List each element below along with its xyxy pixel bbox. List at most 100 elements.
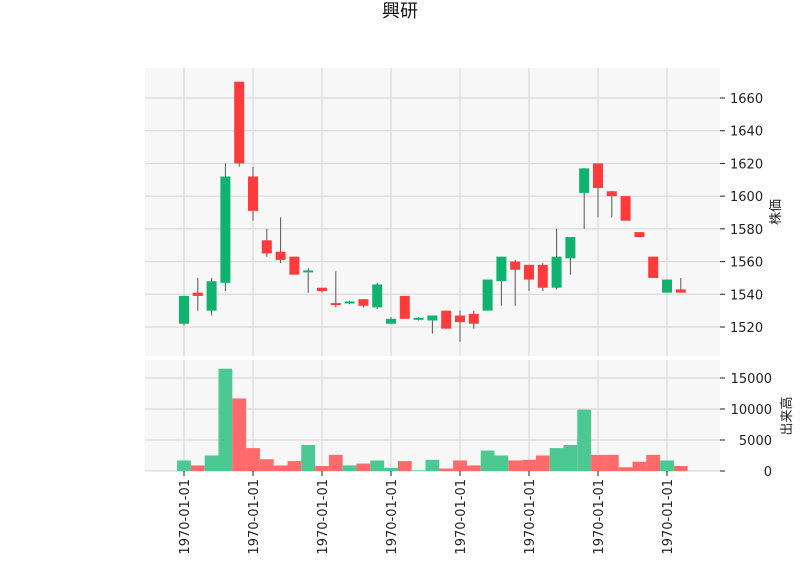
candle-body [648,256,659,278]
candle-body [606,191,617,197]
volume-bar [673,466,688,471]
volume-bar [494,455,509,471]
candle-body [620,196,631,221]
candle-body [275,251,286,260]
candle-body [234,81,245,164]
volume-bar [411,470,426,471]
volume-bar [218,368,233,471]
volume-bar [384,467,398,471]
candle-body [675,289,686,293]
candle-body [593,163,603,188]
date-axis-ticks: 1970-01-01 1970-01-01 1970-01-01 1970-01-01… [178,471,676,555]
volume-bar [301,444,316,471]
candle-body [579,168,590,193]
volume-bar [480,450,495,471]
candle-body [248,176,258,211]
candle-body [565,237,576,259]
price-axis-label: 株価 [769,199,784,225]
candle-body [261,240,272,254]
candle-body [330,303,341,306]
candle-body [344,301,355,304]
date-tick-label: 1970-01-01 [247,479,262,555]
volume-bar [439,468,454,471]
volume-tick-label: 5000 [739,434,772,449]
price-axis-ticks: 1520 1540 1560 1580 1600 1620 1640 1660 [720,92,763,336]
date-tick-label: 1970-01-01 [454,479,469,555]
volume-bar [190,465,205,471]
price-tick-label: 1580 [730,223,763,238]
volume-bars [177,368,688,471]
chart-title: 興研 [382,1,418,22]
volume-bar [646,454,661,471]
volume-bar [577,409,592,471]
price-tick-label: 1560 [730,256,763,271]
candle-body [524,264,534,280]
volume-bar [604,454,619,471]
candle-body [441,310,452,329]
date-tick-label: 1970-01-01 [178,479,193,555]
volume-bar [328,454,343,471]
volume-bar [273,465,288,471]
candle-body [662,279,672,293]
volume-bar [315,466,329,471]
volume-axis-ticks: 0 5000 10000 15000 [720,372,772,480]
candle-body [386,318,396,324]
candle-body [289,256,300,275]
candle-body [551,256,562,288]
volume-axis-label: 出来高 [779,396,795,435]
price-tick-label: 1640 [730,125,763,140]
volume-bar [563,444,578,471]
volume-bar [549,448,564,471]
candle-body [468,313,479,324]
candle-body [220,176,231,283]
candle-body [482,279,493,311]
candle-body [427,315,438,321]
date-tick-label: 1970-01-01 [523,479,538,555]
candle-body [634,232,645,238]
volume-bar [177,460,191,471]
price-tick-label: 1660 [730,92,763,107]
volume-bar [342,465,357,471]
date-tick-label: 1970-01-01 [316,479,331,555]
price-candles [179,81,686,342]
volume-bar [508,460,523,471]
volume-bar [287,461,302,471]
volume-bar [522,459,536,471]
volume-bar [632,461,647,471]
candle-body [303,270,314,273]
price-tick-label: 1620 [730,157,763,172]
candle-body [179,295,189,324]
volume-bar [466,465,481,471]
volume-bar [425,459,440,471]
candle-body [399,295,410,319]
date-tick-label: 1970-01-01 [661,479,676,555]
price-tick-label: 1600 [730,190,763,205]
date-tick-label: 1970-01-01 [385,479,400,555]
volume-bar [397,461,412,471]
volume-bar [204,455,219,471]
volume-bar [370,460,385,471]
price-panel-background [145,68,720,356]
candle-body [455,315,465,323]
date-tick-label: 1970-01-01 [592,479,607,555]
volume-bar [453,460,467,471]
candle-body [358,299,369,306]
volume-bar [591,454,605,471]
candle-body [496,256,507,282]
candle-body [413,317,424,320]
volume-bar [356,463,371,471]
volume-tick-label: 15000 [731,372,772,387]
volume-bar [246,448,260,471]
volume-bar [232,398,247,471]
volume-bar [618,467,633,471]
candle-body [206,281,217,311]
price-tick-label: 1540 [730,288,763,303]
volume-bar [535,455,550,471]
candle-body [510,261,521,270]
volume-tick-label: 10000 [731,403,772,418]
candle-body [192,292,203,296]
candle-body [317,287,327,292]
volume-bar [660,460,674,471]
price-tick-label: 1520 [730,321,763,336]
